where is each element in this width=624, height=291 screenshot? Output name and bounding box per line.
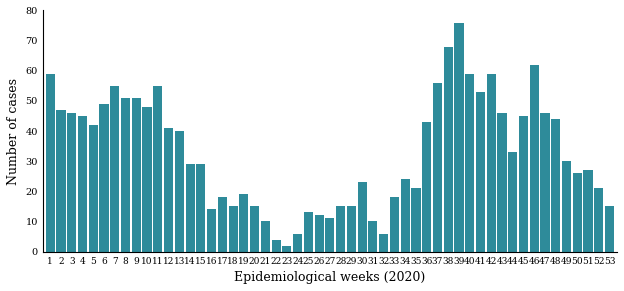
Bar: [422, 122, 431, 252]
Bar: [358, 182, 367, 252]
Bar: [175, 131, 184, 252]
Bar: [551, 119, 560, 252]
Bar: [497, 113, 507, 252]
Bar: [99, 104, 109, 252]
Bar: [433, 83, 442, 252]
Bar: [368, 221, 378, 252]
Bar: [379, 234, 388, 252]
Bar: [78, 116, 87, 252]
Bar: [46, 74, 55, 252]
Bar: [304, 212, 313, 252]
Bar: [239, 194, 248, 252]
Bar: [154, 86, 162, 252]
Bar: [282, 246, 291, 252]
Bar: [67, 113, 76, 252]
Bar: [261, 221, 270, 252]
Bar: [110, 86, 119, 252]
Bar: [476, 92, 485, 252]
Bar: [605, 206, 614, 252]
Bar: [314, 215, 324, 252]
Y-axis label: Number of cases: Number of cases: [7, 77, 20, 184]
Bar: [401, 179, 410, 252]
X-axis label: Epidemiological weeks (2020): Epidemiological weeks (2020): [234, 271, 426, 284]
Bar: [185, 164, 195, 252]
Bar: [444, 47, 453, 252]
Bar: [56, 110, 66, 252]
Bar: [573, 173, 582, 252]
Bar: [540, 113, 550, 252]
Bar: [347, 206, 356, 252]
Bar: [487, 74, 496, 252]
Bar: [336, 206, 345, 252]
Bar: [465, 74, 474, 252]
Bar: [583, 170, 593, 252]
Bar: [293, 234, 302, 252]
Bar: [390, 197, 399, 252]
Bar: [228, 206, 238, 252]
Bar: [519, 116, 528, 252]
Bar: [250, 206, 259, 252]
Bar: [530, 65, 539, 252]
Bar: [271, 239, 281, 252]
Bar: [454, 22, 464, 252]
Bar: [508, 152, 517, 252]
Bar: [121, 98, 130, 252]
Bar: [132, 98, 141, 252]
Bar: [218, 197, 227, 252]
Bar: [411, 188, 421, 252]
Bar: [142, 107, 152, 252]
Bar: [207, 210, 216, 252]
Bar: [325, 219, 334, 252]
Bar: [89, 125, 98, 252]
Bar: [562, 161, 571, 252]
Bar: [594, 188, 603, 252]
Bar: [197, 164, 205, 252]
Bar: [164, 128, 173, 252]
